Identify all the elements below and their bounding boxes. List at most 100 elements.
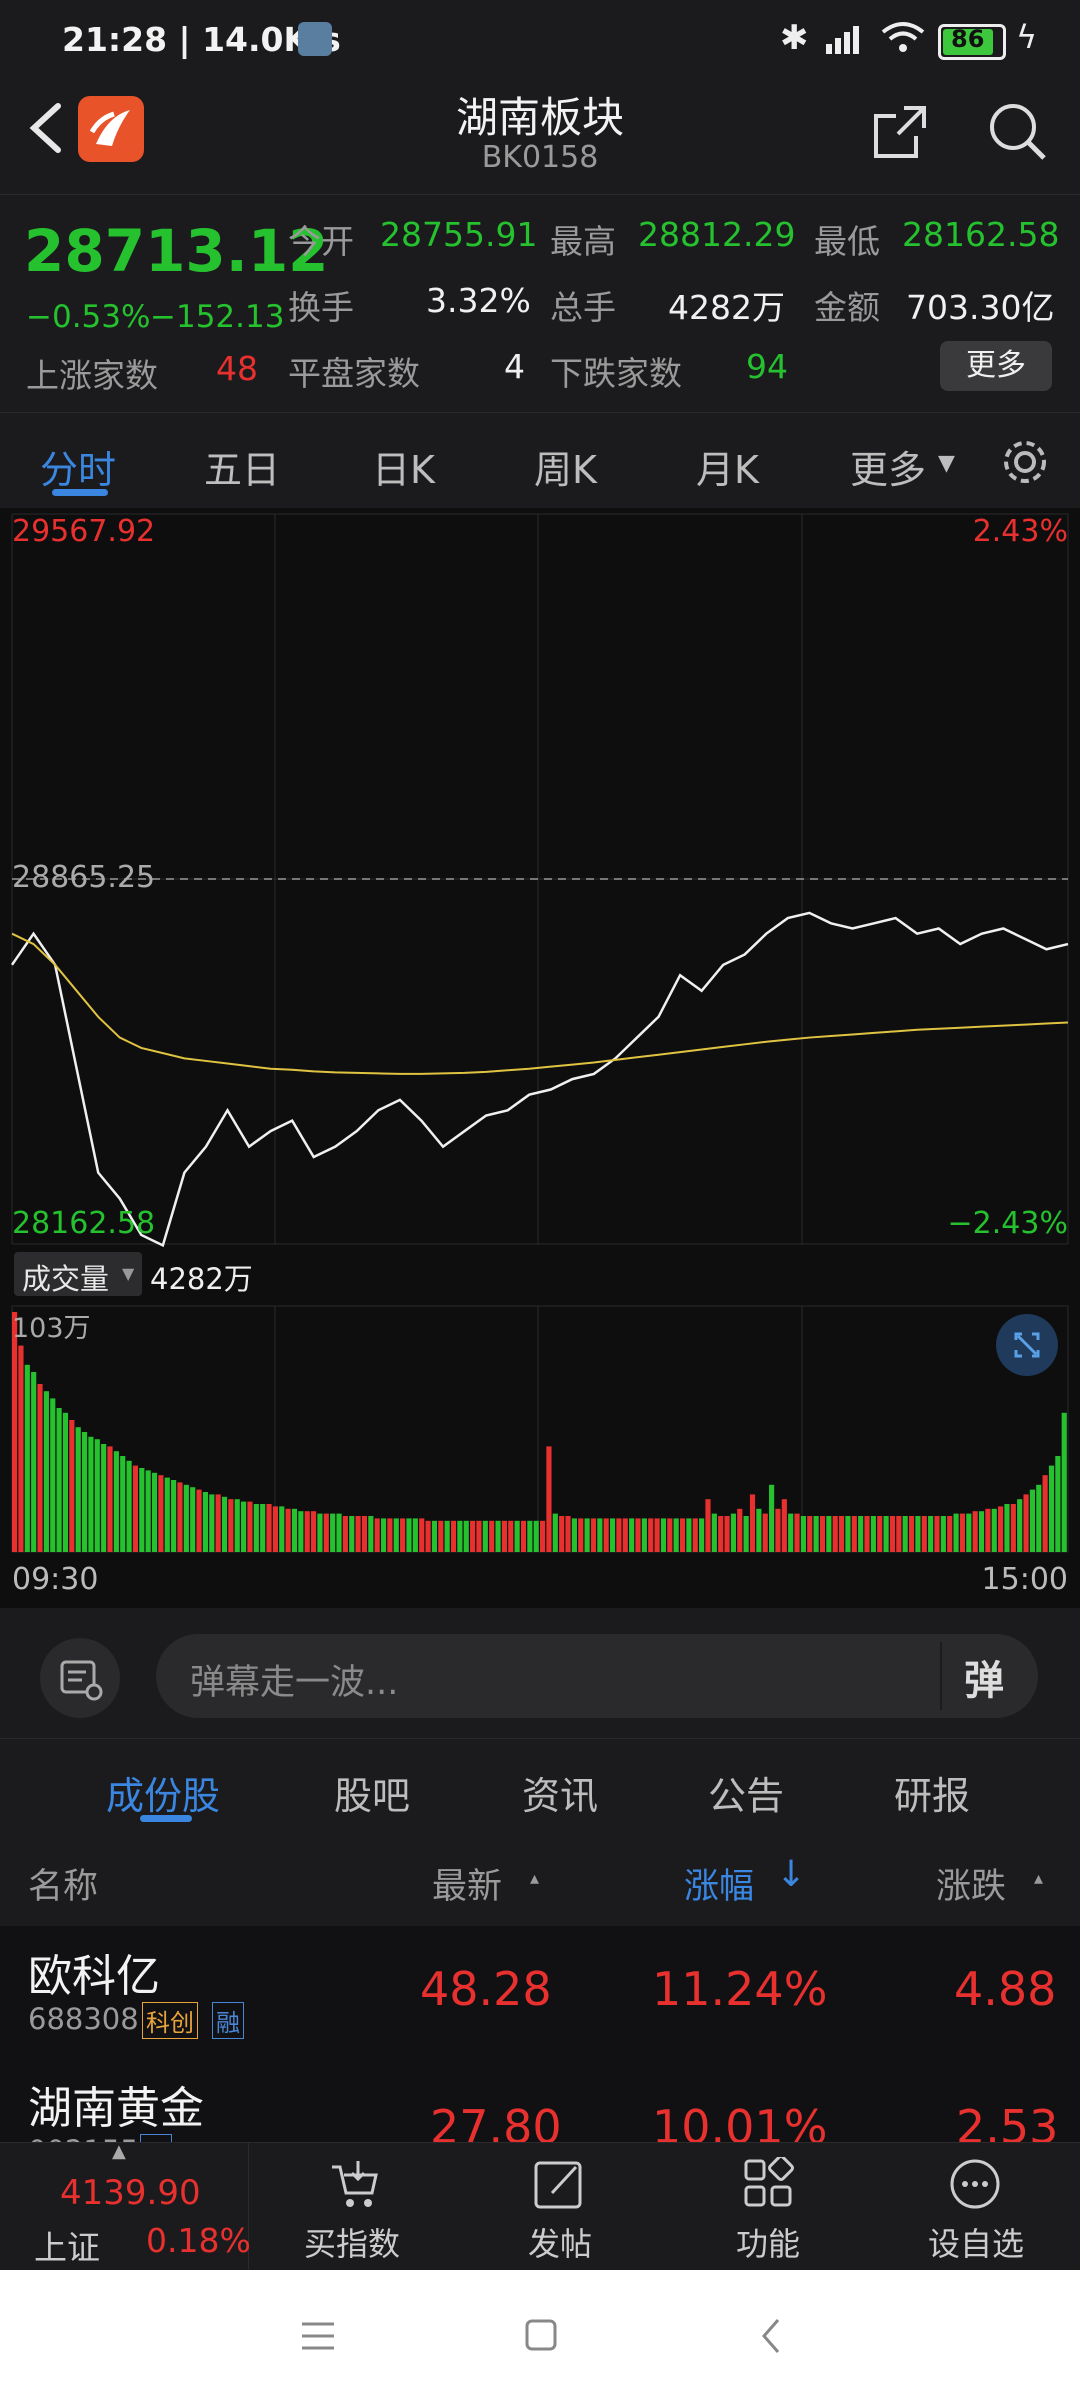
functions-button[interactable]: 功能 bbox=[708, 2153, 828, 2263]
min-pct-label: −2.43% bbox=[947, 1206, 1068, 1241]
col-change-pct[interactable]: 涨幅 bbox=[684, 1867, 755, 1907]
change-value: 2.53 bbox=[956, 2100, 1059, 2143]
volume-bar bbox=[151, 1472, 158, 1552]
volume-bar bbox=[889, 1516, 896, 1552]
expand-icon[interactable] bbox=[996, 1314, 1058, 1376]
volume-bar bbox=[107, 1446, 113, 1552]
back-nav-icon[interactable] bbox=[756, 2316, 786, 2356]
cart-icon bbox=[332, 2161, 378, 2207]
open-label: 今开 bbox=[288, 222, 354, 261]
volume-bar bbox=[959, 1513, 966, 1552]
volume-bar bbox=[788, 1513, 794, 1552]
volume-selector[interactable]: 成交量 ▼ bbox=[14, 1252, 142, 1296]
home-icon[interactable] bbox=[524, 2318, 558, 2352]
volume-bar bbox=[139, 1468, 145, 1552]
change-value: −152.13 bbox=[150, 299, 285, 335]
latest-price: 48.28 bbox=[420, 1962, 552, 2016]
share-icon[interactable] bbox=[870, 102, 930, 162]
status-time: 21:28 | 14.0K/s bbox=[62, 20, 341, 59]
volume-bar bbox=[699, 1518, 705, 1552]
search-icon[interactable] bbox=[986, 100, 1050, 164]
sort-desc-icon[interactable]: ↓ bbox=[776, 1854, 807, 1895]
volume-bar bbox=[132, 1465, 139, 1552]
up-count-label: 上涨家数 bbox=[26, 356, 158, 395]
tab-research[interactable]: 研报 bbox=[894, 1774, 971, 1818]
volume-bar bbox=[69, 1420, 75, 1552]
volume-bar bbox=[120, 1456, 126, 1552]
sort-change-icon[interactable]: ▴ bbox=[1034, 1868, 1044, 1889]
col-latest[interactable]: 最新 bbox=[432, 1867, 503, 1907]
sort-latest-icon[interactable]: ▴ bbox=[530, 1868, 540, 1889]
volume-bar bbox=[1029, 1489, 1035, 1552]
more-button[interactable]: 更多 bbox=[940, 341, 1052, 391]
volume-bar bbox=[559, 1516, 565, 1552]
intraday-chart[interactable]: 29567.92 2.43% 28865.25 28162.58 −2.43% … bbox=[0, 508, 1080, 1608]
volume-bar bbox=[616, 1518, 622, 1552]
volume-bar bbox=[101, 1444, 107, 1552]
danmu-input[interactable]: 弹幕走一波... 弹 bbox=[156, 1634, 1038, 1718]
volume-bar bbox=[800, 1516, 806, 1552]
max-pct-label: 2.43% bbox=[972, 514, 1068, 549]
volume-bar bbox=[285, 1508, 291, 1552]
tab-intraday[interactable]: 分时 bbox=[40, 448, 117, 492]
volume-bar bbox=[202, 1492, 209, 1552]
tab-forum[interactable]: 股吧 bbox=[334, 1774, 411, 1818]
volume-bar bbox=[826, 1516, 832, 1552]
volume-bar bbox=[730, 1513, 737, 1552]
volume-bar bbox=[940, 1516, 946, 1552]
col-change[interactable]: 涨跌 bbox=[936, 1867, 1007, 1907]
volume-bar bbox=[597, 1518, 603, 1552]
tab-constituents[interactable]: 成份股 bbox=[106, 1774, 221, 1818]
tab-monthly-k[interactable]: 月K bbox=[696, 448, 759, 492]
volume-bar bbox=[43, 1391, 49, 1552]
danmu-list-icon[interactable] bbox=[40, 1638, 120, 1718]
settings-notification-icon bbox=[298, 22, 332, 56]
volume-bar bbox=[883, 1516, 889, 1552]
volume-bar bbox=[578, 1518, 584, 1552]
down-count: 94 bbox=[746, 347, 788, 386]
tab-news[interactable]: 资讯 bbox=[522, 1774, 599, 1818]
tab-more[interactable]: 更多 bbox=[850, 448, 927, 492]
tab-announcements[interactable]: 公告 bbox=[708, 1774, 785, 1818]
table-row[interactable]: 欧科亿 688308 科创 融 48.28 11.24% 4.88 bbox=[0, 1926, 1080, 2059]
volume-bar bbox=[355, 1516, 361, 1552]
volume-bar bbox=[724, 1516, 730, 1552]
index-ticker[interactable]: ▲ 4139.90 上证 0.18% bbox=[0, 2141, 251, 2271]
active-tab-indicator bbox=[52, 489, 108, 496]
time-start-label: 09:30 bbox=[12, 1562, 99, 1597]
volume-bar bbox=[1061, 1412, 1067, 1552]
volume-bar bbox=[654, 1518, 660, 1552]
tab-five-day[interactable]: 五日 bbox=[204, 448, 281, 492]
volume-bar bbox=[718, 1516, 724, 1552]
volume-bar bbox=[749, 1494, 756, 1552]
amount-label: 金额 bbox=[814, 288, 880, 327]
volume-bar bbox=[622, 1518, 628, 1552]
tab-daily-k[interactable]: 日K bbox=[372, 448, 435, 492]
volume-bar bbox=[266, 1504, 272, 1552]
table-row[interactable]: 湖南黄金 002155 融 27.80 10.01% 2.53 bbox=[0, 2058, 1080, 2143]
volume-bar bbox=[380, 1518, 387, 1552]
volume-bar bbox=[813, 1516, 819, 1552]
up-count: 48 bbox=[216, 349, 258, 388]
volume-bar bbox=[985, 1508, 991, 1552]
edit-icon bbox=[534, 2161, 582, 2209]
volume-bar bbox=[934, 1516, 940, 1552]
volume-bar bbox=[1017, 1499, 1023, 1552]
back-icon[interactable] bbox=[22, 98, 72, 158]
menu-icon[interactable] bbox=[300, 2320, 336, 2352]
volume-bar bbox=[183, 1484, 189, 1552]
volume-bar bbox=[660, 1518, 667, 1552]
bottom-toolbar: ▲ 4139.90 上证 0.18% 买指数 发帖 功能 设自选 bbox=[0, 2141, 1080, 2271]
volume-bar bbox=[12, 1312, 18, 1552]
gear-icon[interactable] bbox=[1000, 437, 1050, 487]
volume-bar bbox=[966, 1513, 972, 1552]
down-count-label: 下跌家数 bbox=[550, 354, 682, 393]
add-watchlist-button[interactable]: 设自选 bbox=[910, 2153, 1040, 2263]
volume-bar bbox=[145, 1470, 151, 1552]
volume-bar bbox=[775, 1508, 781, 1552]
volume-bar bbox=[298, 1511, 304, 1552]
post-button[interactable]: 发帖 bbox=[500, 2153, 620, 2263]
tab-weekly-k[interactable]: 周K bbox=[534, 448, 597, 492]
page-title: 湖南板块 bbox=[455, 93, 624, 142]
buy-index-button[interactable]: 买指数 bbox=[290, 2153, 420, 2263]
